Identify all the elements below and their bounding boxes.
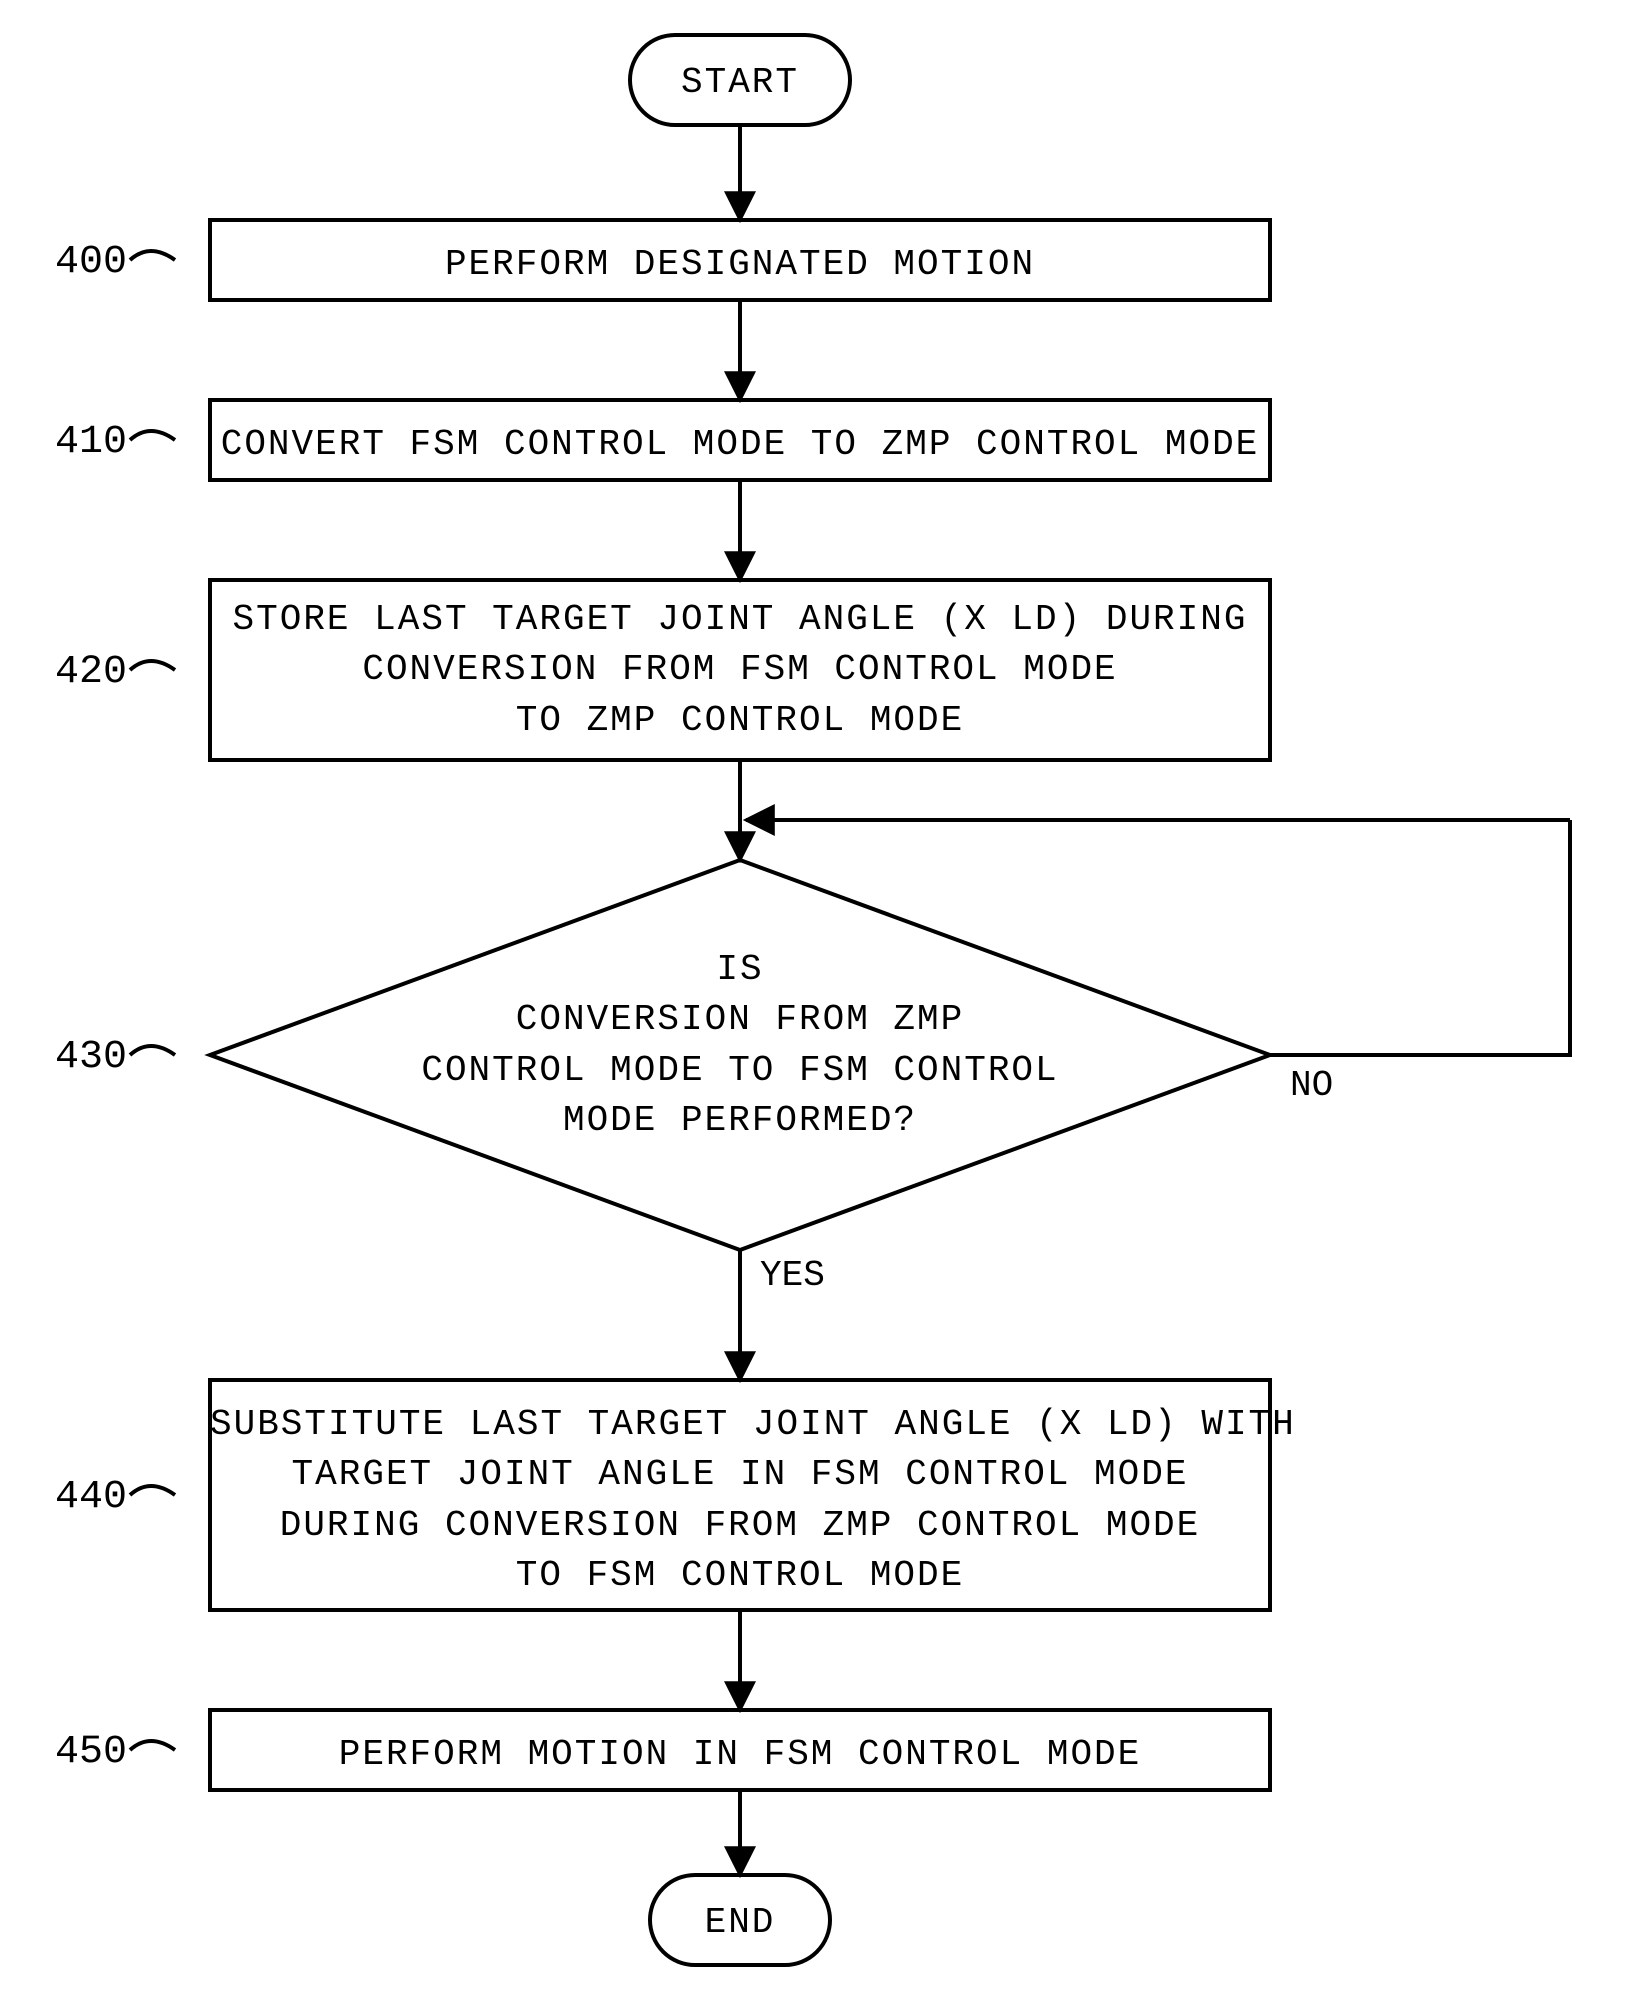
yes-label: YES — [760, 1255, 825, 1296]
step-440-num: 440 — [55, 1475, 127, 1520]
step-420-text: STORE LAST TARGET JOINT ANGLE (X LD) DUR… — [210, 595, 1270, 746]
step-450-num: 450 — [55, 1730, 127, 1775]
step-450-text: PERFORM MOTION IN FSM CONTROL MODE — [210, 1730, 1270, 1780]
end-label: END — [660, 1898, 820, 1948]
no-label: NO — [1290, 1065, 1333, 1106]
step-400-text: PERFORM DESIGNATED MOTION — [210, 240, 1270, 290]
step-410-text: CONVERT FSM CONTROL MODE TO ZMP CONTROL … — [210, 420, 1270, 470]
step-430-num: 430 — [55, 1035, 127, 1080]
start-label: START — [640, 58, 840, 108]
step-420-num: 420 — [55, 650, 127, 695]
step-430-text: IS CONVERSION FROM ZMP CONTROL MODE TO F… — [210, 945, 1270, 1147]
step-400-num: 400 — [55, 240, 127, 285]
step-440-text: SUBSTITUTE LAST TARGET JOINT ANGLE (X LD… — [210, 1400, 1270, 1602]
step-410-num: 410 — [55, 420, 127, 465]
